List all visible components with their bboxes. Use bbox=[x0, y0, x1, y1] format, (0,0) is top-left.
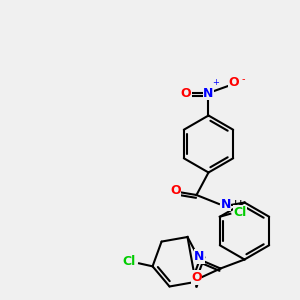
Text: O: O bbox=[181, 86, 191, 100]
Text: N: N bbox=[220, 197, 231, 211]
Text: +: + bbox=[213, 78, 219, 87]
Text: -H: -H bbox=[230, 200, 243, 211]
Text: O: O bbox=[229, 76, 239, 89]
Text: O: O bbox=[170, 184, 181, 197]
Text: -: - bbox=[241, 74, 245, 84]
Text: N: N bbox=[194, 250, 205, 263]
Text: O: O bbox=[191, 271, 202, 284]
Text: N: N bbox=[203, 86, 214, 100]
Text: Cl: Cl bbox=[123, 255, 136, 268]
Text: Cl: Cl bbox=[233, 206, 247, 219]
